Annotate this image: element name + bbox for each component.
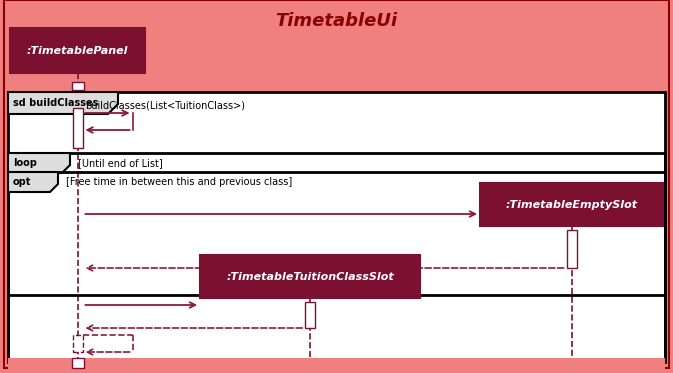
Text: :TimetablePanel: :TimetablePanel (27, 46, 129, 56)
Text: [Free time in between this and previous class]: [Free time in between this and previous … (66, 177, 292, 187)
Polygon shape (8, 92, 118, 114)
Bar (71, 82, 83, 90)
Bar (305, 302, 315, 328)
Bar (8, 153, 665, 360)
Text: [Until end of List]: [Until end of List] (78, 158, 163, 168)
Bar (567, 230, 577, 268)
Bar (71, 358, 83, 368)
Text: opt: opt (13, 177, 32, 187)
Bar (200, 255, 420, 298)
Polygon shape (8, 172, 58, 192)
Text: buildClasses(List<TuitionClass>): buildClasses(List<TuitionClass>) (85, 100, 246, 110)
Polygon shape (8, 153, 70, 173)
Bar (10, 28, 145, 73)
Bar (73, 335, 83, 352)
Text: sd buildClasses: sd buildClasses (13, 98, 98, 108)
Text: TimetableUi: TimetableUi (275, 12, 398, 30)
Bar (480, 183, 663, 226)
Text: :TimetableEmptySlot: :TimetableEmptySlot (505, 200, 637, 210)
Bar (8, 172, 665, 295)
Bar (73, 108, 83, 148)
Text: loop: loop (13, 158, 37, 168)
Bar (8, 92, 665, 362)
Bar (8, 358, 665, 370)
Text: :TimetableTuitionClassSlot: :TimetableTuitionClassSlot (226, 272, 394, 282)
